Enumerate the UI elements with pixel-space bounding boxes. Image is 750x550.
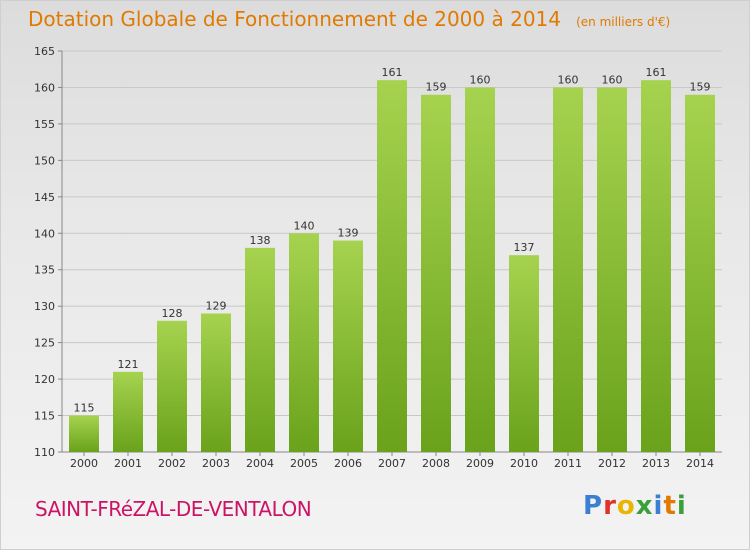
bar — [377, 80, 407, 452]
y-tick-label: 160 — [34, 81, 55, 94]
commune-name: SAINT-FRéZAL-DE-VENTALON — [35, 497, 312, 521]
bar-value-label: 139 — [338, 227, 359, 240]
x-tick-label: 2011 — [554, 457, 582, 470]
x-tick-label: 2001 — [114, 457, 142, 470]
bar-value-label: 138 — [250, 234, 271, 247]
y-tick-label: 150 — [34, 154, 55, 167]
bar-value-label: 159 — [690, 81, 711, 94]
x-tick-label: 2003 — [202, 457, 230, 470]
bar — [421, 94, 451, 452]
logo-letter: o — [616, 491, 636, 521]
y-tick-label: 120 — [34, 373, 55, 386]
bar — [245, 247, 275, 452]
x-tick-label: 2005 — [290, 457, 318, 470]
bar-value-label: 161 — [646, 66, 667, 79]
logo-letter: x — [635, 491, 654, 521]
bar — [157, 320, 187, 452]
bar — [597, 87, 627, 453]
x-tick-label: 2009 — [466, 457, 494, 470]
bar — [69, 415, 99, 452]
bar-value-label: 160 — [602, 73, 623, 86]
x-tick-label: 2002 — [158, 457, 186, 470]
chart-unit: (en milliers d'€) — [576, 15, 671, 29]
y-tick-label: 165 — [34, 45, 55, 58]
y-tick-label: 135 — [34, 264, 55, 277]
bar-value-label: 160 — [558, 73, 579, 86]
y-tick-label: 145 — [34, 191, 55, 204]
bar — [201, 313, 231, 452]
bar — [333, 240, 363, 452]
x-tick-label: 2013 — [642, 457, 670, 470]
bar-value-label: 115 — [74, 402, 95, 415]
bar — [289, 233, 319, 452]
y-tick-label: 115 — [34, 410, 55, 423]
x-tick-label: 2008 — [422, 457, 450, 470]
bar — [465, 87, 495, 453]
bar-value-label: 137 — [514, 241, 535, 254]
bar-value-label: 140 — [294, 219, 315, 232]
bar-value-label: 159 — [426, 81, 447, 94]
bar-value-label: 121 — [118, 358, 139, 371]
bar-value-label: 160 — [470, 73, 491, 86]
proxiti-logo: Proxiti — [583, 491, 687, 521]
bar-value-label: 128 — [162, 307, 183, 320]
x-tick-label: 2012 — [598, 457, 626, 470]
bar — [553, 87, 583, 453]
y-tick-label: 125 — [34, 337, 55, 350]
logo-letter: t — [663, 491, 677, 521]
bar-value-label: 161 — [382, 66, 403, 79]
logo-letter: r — [603, 491, 617, 521]
y-tick-label: 140 — [34, 227, 55, 240]
x-tick-label: 2014 — [686, 457, 714, 470]
bar — [685, 94, 715, 452]
chart-title: Dotation Globale de Fonctionnement de 20… — [28, 7, 561, 31]
bar — [509, 255, 539, 452]
x-tick-label: 2010 — [510, 457, 538, 470]
y-tick-label: 155 — [34, 118, 55, 131]
logo-letter: P — [583, 491, 604, 521]
x-tick-label: 2006 — [334, 457, 362, 470]
logo-letter: i — [676, 491, 687, 521]
bar-value-label: 129 — [206, 299, 227, 312]
x-tick-label: 2007 — [378, 457, 406, 470]
x-tick-label: 2004 — [246, 457, 274, 470]
logo-letter: i — [653, 491, 664, 521]
y-tick-label: 130 — [34, 300, 55, 313]
title-row: Dotation Globale de Fonctionnement de 20… — [28, 7, 670, 31]
bar — [641, 80, 671, 452]
x-tick-label: 2000 — [70, 457, 98, 470]
y-tick-label: 110 — [34, 446, 55, 459]
bar — [113, 371, 143, 452]
